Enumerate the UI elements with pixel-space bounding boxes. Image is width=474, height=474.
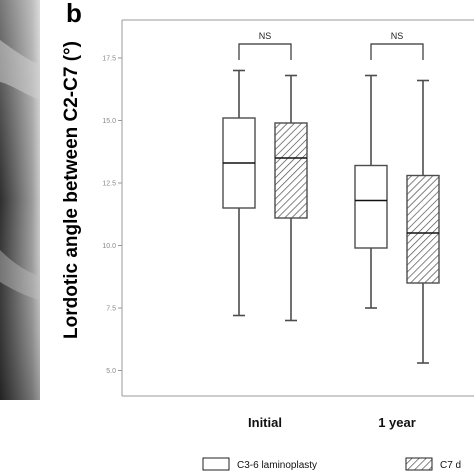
- x-tick-label: Initial: [248, 415, 282, 430]
- x-tick-label: 1 year: [378, 415, 416, 430]
- significance-label: NS: [259, 31, 272, 41]
- y-tick-label: 5.0: [106, 368, 116, 375]
- legend-label: C3-6 laminoplasty: [237, 460, 317, 471]
- y-axis-label: Lordotic angle between C2-C7 (°): [61, 41, 82, 339]
- y-tick-label: 10.0: [102, 243, 116, 250]
- significance-bracket: [238, 43, 292, 60]
- box: [406, 174, 440, 284]
- box: [274, 122, 308, 219]
- legend-swatch: [405, 457, 433, 471]
- legend-swatch: [202, 457, 230, 471]
- panel-letter: b: [66, 0, 82, 28]
- y-tick-label: 17.5: [102, 56, 116, 63]
- significance-bracket: [370, 43, 424, 60]
- box: [354, 164, 388, 249]
- y-tick-label: 15.0: [102, 118, 116, 125]
- y-tick-label: 7.5: [106, 306, 116, 313]
- legend-label: C7 d: [440, 460, 461, 471]
- significance-label: NS: [391, 31, 404, 41]
- y-tick-label: 12.5: [102, 181, 116, 188]
